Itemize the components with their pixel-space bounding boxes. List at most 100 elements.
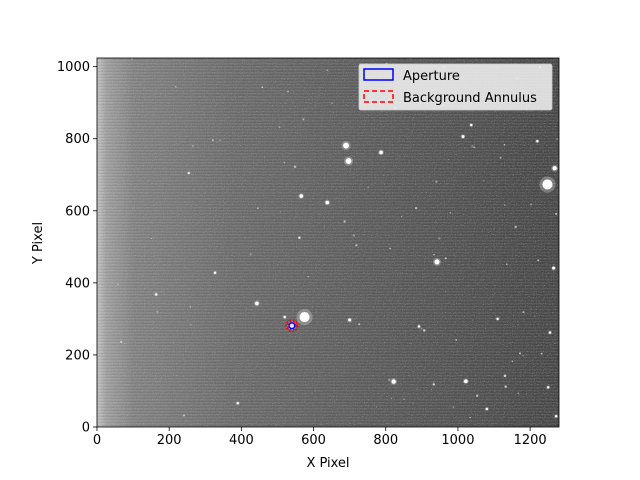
noise-speck	[401, 215, 403, 217]
noise-speck	[133, 97, 135, 99]
noise-speck	[120, 340, 123, 343]
star	[434, 259, 440, 265]
star	[154, 293, 158, 296]
noise-speck	[555, 212, 558, 215]
noise-speck	[283, 161, 286, 164]
legend-label-aperture: Aperture	[403, 69, 460, 84]
noise-speck	[211, 139, 214, 142]
noise-speck	[298, 236, 301, 239]
y-tick-label: 0	[82, 421, 90, 436]
noise-speck	[537, 259, 540, 262]
noise-speck	[355, 244, 357, 247]
noise-speck	[287, 173, 289, 175]
noise-speck	[331, 102, 333, 104]
star	[552, 166, 557, 171]
noise-speck	[182, 414, 185, 417]
star	[470, 123, 473, 127]
noise-speck	[302, 118, 305, 121]
star	[236, 402, 239, 405]
noise-speck	[191, 144, 194, 148]
noise-speck	[151, 238, 153, 239]
star	[343, 142, 349, 149]
star	[554, 414, 558, 418]
noise-speck	[175, 86, 177, 88]
noise-speck	[475, 394, 479, 398]
x-tick-label: 200	[157, 433, 182, 448]
noise-speck	[326, 69, 328, 71]
legend: Aperture Background Annulus	[358, 63, 553, 111]
noise-speck	[355, 243, 358, 247]
noise-speck	[433, 381, 435, 383]
star	[485, 407, 489, 411]
noise-speck	[390, 397, 392, 399]
noise-speck	[132, 207, 134, 209]
noise-speck	[389, 247, 391, 250]
star	[391, 379, 396, 384]
star	[552, 266, 556, 270]
noise-speck	[499, 156, 502, 159]
star	[283, 315, 286, 319]
noise-speck	[343, 220, 346, 223]
target-markers	[285, 319, 299, 333]
noise-speck	[375, 406, 378, 408]
y-tick-label: 600	[65, 204, 90, 219]
legend-swatch-annulus	[363, 90, 394, 103]
plot-frame	[96, 57, 560, 428]
noise-speck	[358, 323, 361, 326]
star	[464, 379, 468, 384]
legend-box	[358, 63, 553, 111]
annulus-inner-ring	[287, 320, 297, 331]
star	[213, 271, 217, 274]
noise-speck	[387, 378, 391, 382]
noise-speck	[430, 388, 433, 390]
star	[255, 301, 259, 306]
plot-area	[97, 58, 559, 427]
x-tick-label: 1000	[441, 433, 474, 448]
y-axis: 0 200 400 600 800 1000	[57, 60, 97, 436]
star	[546, 386, 550, 389]
noise-speck	[506, 263, 508, 265]
y-tick-label: 400	[65, 276, 90, 291]
noise-speck	[471, 145, 474, 148]
star-field	[97, 58, 559, 419]
noise-speck	[433, 253, 435, 256]
noise-speck	[511, 360, 514, 363]
star	[496, 317, 499, 321]
noise-speck	[307, 276, 309, 278]
y-tick-label: 200	[65, 348, 90, 363]
noise-speck	[522, 311, 525, 314]
star	[379, 150, 383, 155]
noise-speck	[534, 315, 536, 317]
noise-speck	[522, 355, 524, 357]
noise-speck	[455, 339, 458, 341]
noise-speck	[503, 144, 506, 146]
noise-speck	[156, 310, 159, 314]
noise-speck	[473, 146, 476, 149]
noise-speck	[448, 159, 450, 161]
star	[299, 312, 310, 323]
noise-speck	[435, 180, 438, 183]
noise-speck	[518, 352, 522, 355]
noise-speck	[352, 234, 356, 237]
y-axis-label: Y Pixel	[31, 222, 46, 265]
star	[417, 325, 421, 328]
noise-speck	[530, 203, 533, 206]
noise-speck	[367, 186, 369, 189]
noise-speck	[261, 86, 264, 88]
noise-speck	[483, 179, 485, 182]
noise-speck	[403, 398, 405, 401]
noise-speck	[256, 207, 259, 210]
noise-speck	[420, 327, 423, 330]
noise-speck	[503, 374, 507, 378]
noise-speck	[414, 206, 418, 210]
noise-speck	[416, 388, 418, 390]
x-tick-label: 800	[373, 433, 398, 448]
x-tick-label: 600	[301, 433, 326, 448]
star	[325, 200, 330, 205]
noise-speck	[187, 171, 191, 175]
star	[345, 158, 352, 164]
noise-speck	[279, 211, 281, 213]
noise-speck	[219, 139, 221, 141]
legend-swatch-aperture	[363, 68, 394, 81]
